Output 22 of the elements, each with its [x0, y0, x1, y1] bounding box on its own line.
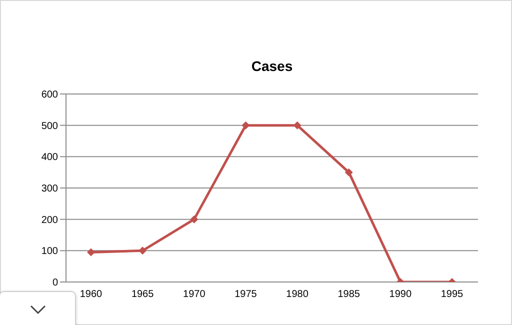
y-tick-label: 400: [41, 152, 58, 164]
x-tick-label: 1980: [286, 289, 309, 300]
x-tick-label: 1990: [389, 289, 412, 300]
point: [138, 246, 147, 255]
point: [344, 168, 353, 176]
point: [293, 121, 302, 130]
chart-title: Cases: [250, 58, 294, 74]
x-tick-label: 1960: [80, 289, 103, 300]
point: [242, 121, 250, 130]
y-tick-label: 0: [52, 278, 58, 289]
y-tick-label: 600: [41, 90, 58, 101]
point: [190, 215, 198, 224]
x-tick-label: 1995: [440, 289, 464, 300]
y-tick-label: 100: [41, 246, 58, 258]
y-tick-label: 200: [41, 214, 58, 226]
x-tick-label: 1975: [234, 289, 258, 300]
point: [87, 248, 95, 256]
x-tick-label: 1965: [131, 289, 154, 300]
y-tick-label: 500: [41, 120, 58, 132]
x-tick-label: 1970: [183, 289, 206, 300]
y-tick-label: 300: [41, 184, 58, 195]
x-tick-label: 1985: [338, 289, 360, 300]
